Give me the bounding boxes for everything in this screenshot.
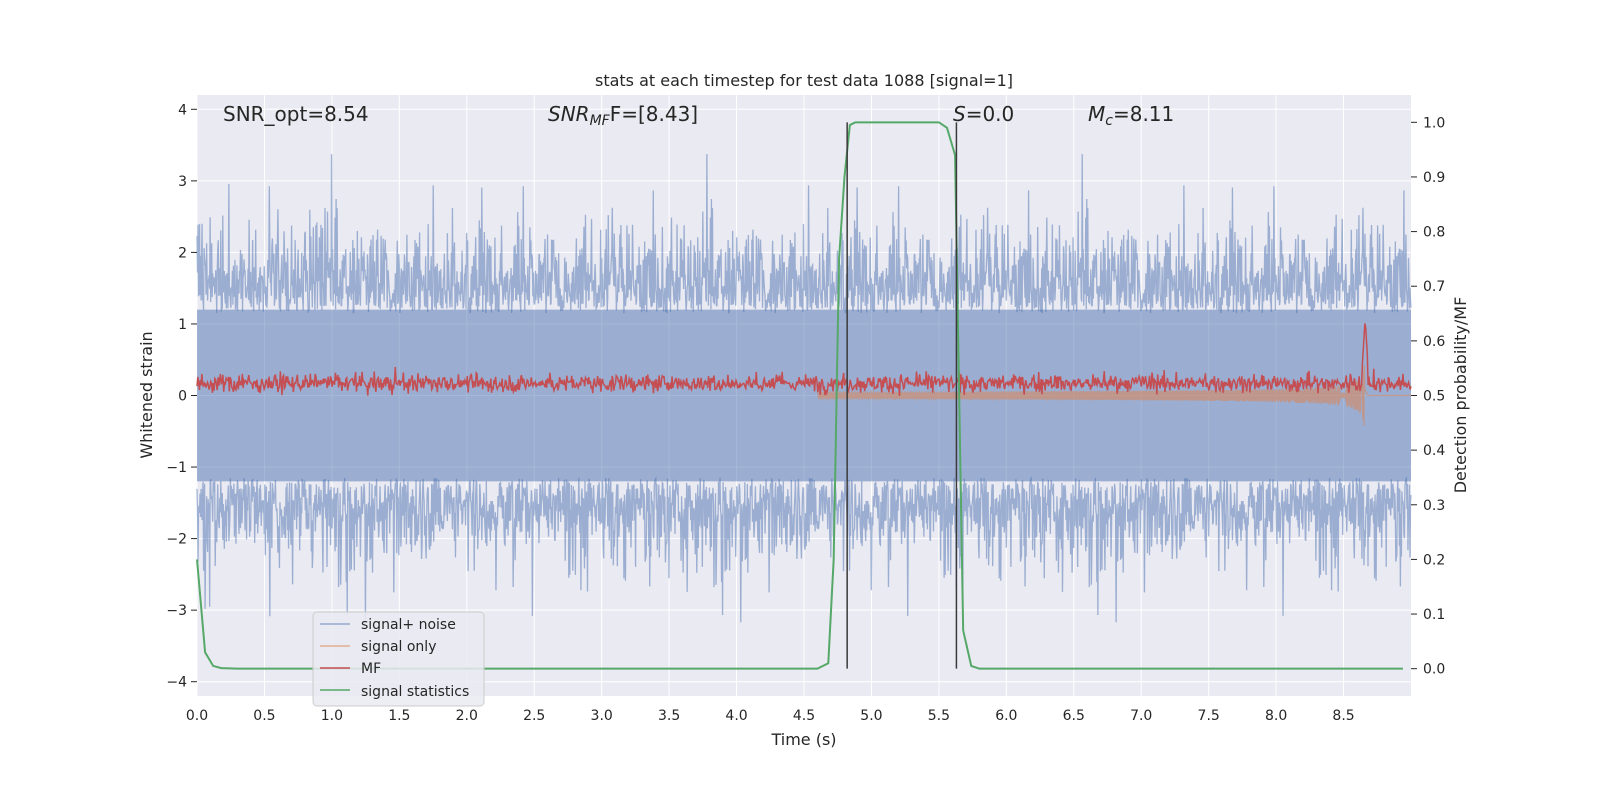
x-tick-label-1: 0.5 <box>253 708 275 724</box>
y-right-tick-label-5: 0.5 <box>1423 389 1445 405</box>
legend: signal+ noise signal only MF signal stat… <box>312 611 485 707</box>
y-right-tick-label-4: 0.4 <box>1423 443 1445 459</box>
x-tick-label-12: 6.0 <box>995 708 1017 724</box>
x-axis-ticks: 0.0 0.5 1.0 1.5 2.0 2.5 3.0 3.5 4.0 4.5 5.0 5.5 6.0 6… <box>186 708 1355 724</box>
y-left-tick-label-4: 0 <box>178 389 187 405</box>
x-tick-label-16: 8.0 <box>1265 708 1287 724</box>
x-tick-label-3: 1.5 <box>388 708 410 724</box>
s-rest: =0.0 <box>966 102 1015 126</box>
mc-main: M <box>1088 102 1105 126</box>
snr-mf-rest: F=[8.43] <box>610 102 698 126</box>
y-right-tick-label-0: 0.0 <box>1423 662 1445 678</box>
x-tick-label-14: 7.0 <box>1130 708 1152 724</box>
annotation-snr-opt: SNR_opt=8.54 <box>223 102 369 126</box>
y-right-tick-label-3: 0.3 <box>1423 498 1445 514</box>
signal-statistics-line <box>196 121 1403 670</box>
y-left-tick-label-8: 4 <box>178 102 187 118</box>
x-tick-label-17: 8.5 <box>1332 708 1354 724</box>
x-tick-label-8: 4.0 <box>725 708 747 724</box>
y-left-tick-label-0: −4 <box>166 675 187 691</box>
legend-label-signal-only: signal only <box>361 639 436 655</box>
annotation-mc: Mc=8.11 <box>1088 102 1174 129</box>
series-mf <box>196 323 1412 396</box>
y-left-tick-label-2: −2 <box>166 532 187 548</box>
annotation-snr-mf: SNRMFF=[8.43] <box>548 102 698 129</box>
x-tick-label-7: 3.5 <box>658 708 680 724</box>
x-axis-title: Time (s) <box>770 730 836 749</box>
x-tick-label-6: 3.0 <box>591 708 613 724</box>
y-left-tick-label-1: −3 <box>166 603 187 619</box>
y-left-axis-ticks: −4 −3 −2 −1 0 1 2 3 4 <box>166 102 197 691</box>
y-left-tick-label-3: −1 <box>166 460 187 476</box>
signal-noise-lower <box>196 476 1412 623</box>
series-signal-only <box>816 365 1411 426</box>
legend-label-signal-statistics: signal statistics <box>361 684 469 700</box>
y-left-axis-title: Whitened strain <box>137 331 156 458</box>
legend-label-mf: MF <box>361 661 381 677</box>
y-left-tick-label-5: 1 <box>178 317 187 333</box>
chart-title: stats at each timestep for test data 108… <box>595 71 1013 90</box>
vertical-markers <box>846 122 958 669</box>
y-right-tick-label-7: 0.7 <box>1423 279 1445 295</box>
y-right-tick-label-8: 0.8 <box>1423 225 1445 241</box>
legend-box <box>312 611 485 707</box>
series-signal-statistics <box>196 121 1403 670</box>
y-right-tick-label-6: 0.6 <box>1423 334 1445 350</box>
annotation-s: S=0.0 <box>953 102 1014 126</box>
y-right-tick-label-1: 0.1 <box>1423 607 1445 623</box>
s-main: S <box>953 102 966 126</box>
x-tick-label-5: 2.5 <box>523 708 545 724</box>
x-tick-label-2: 1.0 <box>321 708 343 724</box>
x-tick-label-9: 4.5 <box>793 708 815 724</box>
x-tick-label-4: 2.0 <box>456 708 478 724</box>
x-tick-label-0: 0.0 <box>186 708 208 724</box>
y-right-axis-ticks: 0.0 0.1 0.2 0.3 0.4 0.5 0.6 0.7 0.8 0.9 1.0 <box>1411 115 1445 678</box>
x-tick-label-10: 5.0 <box>860 708 882 724</box>
y-right-axis-title: Detection probability/MF <box>1451 297 1470 494</box>
y-right-tick-label-2: 0.2 <box>1423 552 1445 568</box>
y-right-tick-label-9: 0.9 <box>1423 170 1445 186</box>
y-right-tick-label-10: 1.0 <box>1423 115 1445 131</box>
mc-subscript: c <box>1105 113 1113 129</box>
snr-mf-subscript: MF <box>590 113 611 129</box>
signal-only-line <box>816 365 1411 426</box>
snr-mf-main: SNR <box>548 102 590 126</box>
y-left-tick-label-7: 3 <box>178 174 187 190</box>
legend-label-signal-noise: signal+ noise <box>361 617 456 633</box>
mc-rest: =8.11 <box>1113 102 1174 126</box>
x-tick-label-13: 6.5 <box>1063 708 1085 724</box>
y-left-tick-label-6: 2 <box>178 245 187 261</box>
mf-line <box>196 323 1412 396</box>
signal-noise-upper <box>196 154 1412 314</box>
x-tick-label-15: 7.5 <box>1198 708 1220 724</box>
x-tick-label-11: 5.5 <box>928 708 950 724</box>
